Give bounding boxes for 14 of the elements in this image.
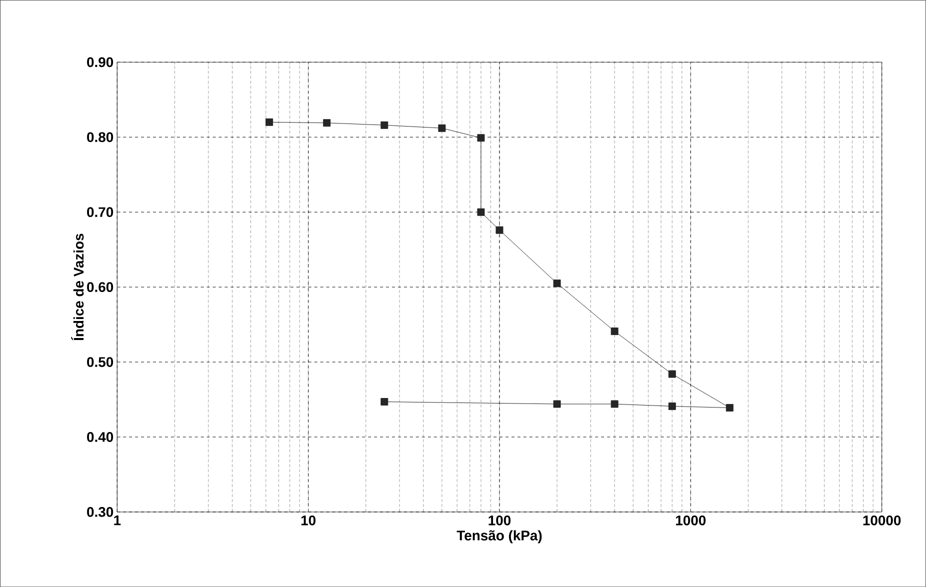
x-tick-label: 10000 (863, 515, 901, 526)
x-tick-label: 1000 (676, 515, 706, 526)
y-tick-label: 0.30 (87, 506, 114, 517)
y-tick-label: 0.80 (87, 132, 114, 142)
y-axis-title: Índice de Vazios (71, 234, 84, 340)
y-tick-label: 0.50 (87, 357, 114, 367)
x-axis-title: Tensão (kPa) (456, 530, 542, 544)
y-tick-label: 0.90 (87, 57, 114, 68)
x-tick-label: 1 (114, 515, 121, 526)
y-tick-label: 0.70 (87, 207, 114, 217)
x-tick-label: 100 (488, 515, 511, 526)
y-tick-label: 0.60 (87, 282, 114, 292)
x-tick-label: 10 (301, 515, 316, 526)
y-tick-label: 0.40 (87, 432, 114, 442)
